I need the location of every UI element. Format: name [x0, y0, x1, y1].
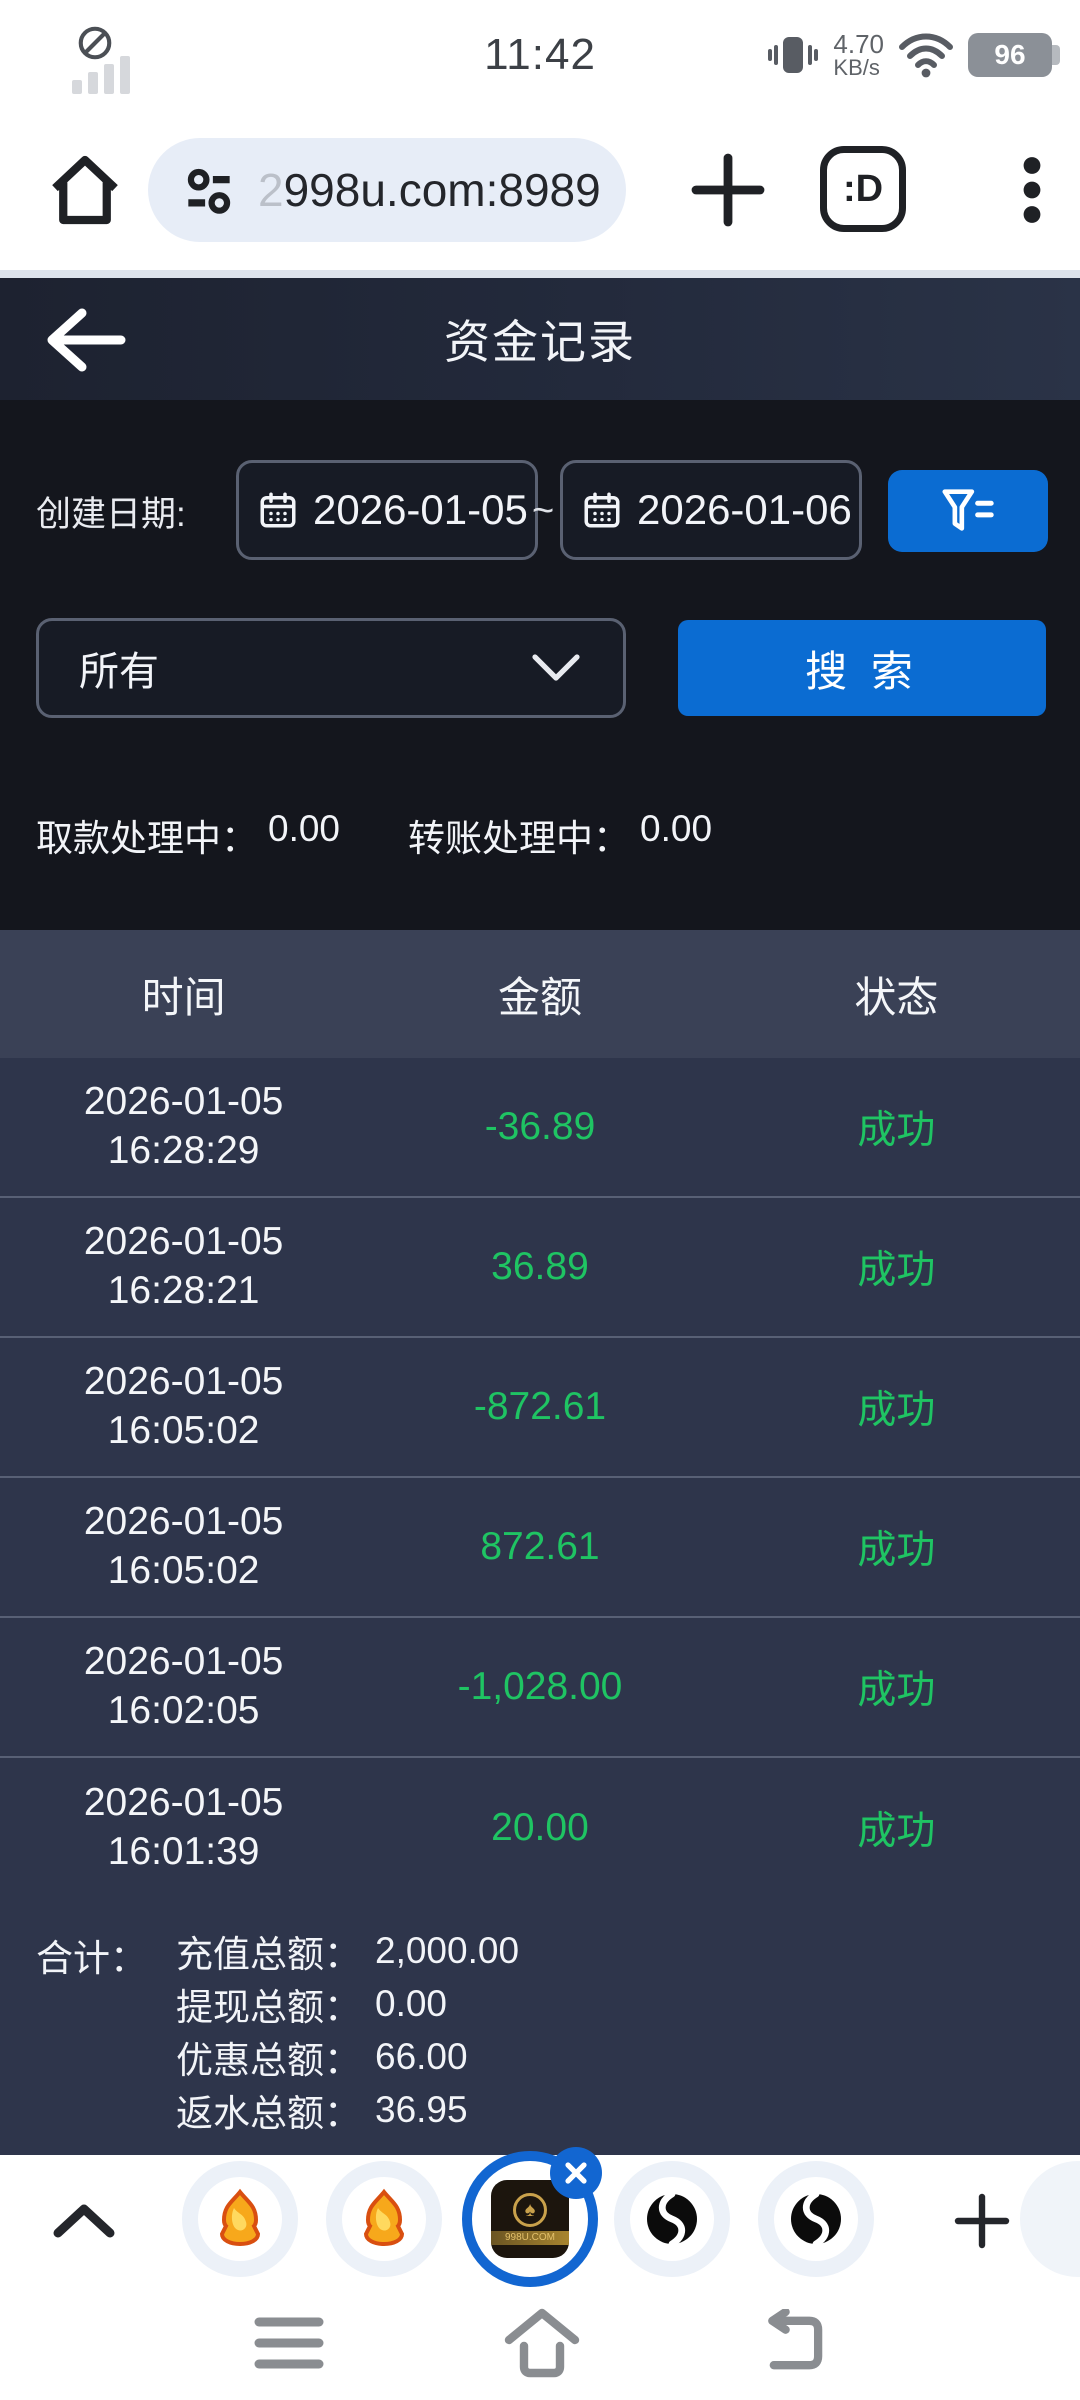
table-row[interactable]: 2026-01-05 16:01:39 20.00 成功 — [0, 1758, 1080, 1898]
col-header-time: 时间 — [141, 973, 226, 1021]
status-time: 11:42 — [484, 30, 596, 79]
type-select-value: 所有 — [79, 650, 159, 694]
tab-switcher-button[interactable]: :D — [820, 146, 906, 232]
status-cell: 成功 — [857, 1669, 936, 1712]
recents-menu-button[interactable] — [250, 2313, 328, 2373]
back-button[interactable] — [40, 300, 130, 380]
site-settings-icon[interactable] — [178, 159, 240, 221]
mute-icon — [76, 24, 114, 62]
app-favicon-label: 998U.COM — [491, 2231, 569, 2245]
wifi-icon — [898, 31, 954, 79]
status-left-cluster — [72, 24, 202, 94]
page-header: 资金记录 — [0, 278, 1080, 400]
filter-section: 创建日期: 2026-01-05 ~ 2026-01-06 — [0, 400, 1080, 930]
calendar-icon — [581, 489, 623, 531]
table-row[interactable]: 2026-01-05 16:02:05 -1,028.00 成功 — [0, 1618, 1080, 1758]
totals-label: 合计： — [36, 1938, 147, 1979]
table-header: 时间 金额 状态 — [0, 930, 1080, 1058]
home-button[interactable] — [40, 145, 130, 235]
filter-funnel-icon — [939, 485, 997, 537]
search-button-label: 搜 索 — [805, 647, 919, 695]
total-withdraw: 提现总额： 0.00 — [176, 1982, 448, 2028]
system-nav-bar — [0, 2285, 1080, 2400]
url-bar[interactable]: 2998u.com:8989 — [148, 138, 626, 242]
col-header-amount: 金额 — [497, 973, 582, 1021]
transfer-processing: 转账处理中： 0.00 — [408, 808, 713, 859]
status-bar: 11:42 4.70 KB/s 96 — [0, 0, 1080, 110]
status-cell: 成功 — [857, 1810, 936, 1853]
withdraw-processing: 取款处理中： 0.00 — [36, 808, 341, 859]
amount-cell: -872.61 — [473, 1385, 607, 1428]
battery-indicator: 96 — [968, 33, 1060, 77]
table-row[interactable]: 2026-01-05 16:28:29 -36.89 成功 — [0, 1058, 1080, 1198]
totals-summary: 合计： 充值总额： 2,000.00 提现总额： 0.00 优惠总额： 66.00 返… — [0, 1898, 1080, 2155]
date-filter-label: 创建日期: — [36, 495, 186, 534]
date-from-input[interactable]: 2026-01-05 — [236, 460, 538, 560]
flame-favicon — [198, 2177, 282, 2261]
tab-thumbnail-flame-2[interactable] — [326, 2161, 442, 2277]
status-cell: 成功 — [857, 1249, 936, 1292]
page-title: 资金记录 — [444, 316, 636, 368]
globe-favicon — [630, 2177, 714, 2261]
status-right-cluster: 4.70 KB/s 96 — [767, 0, 1060, 110]
type-filter-row: 所有 搜 索 — [0, 618, 1080, 718]
url-text: 2998u.com:8989 — [258, 164, 601, 216]
total-rebate: 返水总额： 36.95 — [176, 2088, 468, 2134]
chevron-up-icon[interactable] — [46, 2193, 122, 2249]
tab-thumbnail-selected[interactable]: ♠ 998U.COM — [462, 2147, 602, 2287]
date-from-value: 2026-01-05 — [313, 486, 528, 533]
chevron-down-icon — [529, 651, 583, 685]
browser-menu-button[interactable] — [990, 144, 1074, 236]
page-top-strip — [0, 270, 1080, 278]
flame-favicon — [342, 2177, 426, 2261]
amount-cell: 872.61 — [480, 1525, 600, 1568]
new-tab-strip-button[interactable] — [950, 2189, 1014, 2253]
browser-toolbar: 2998u.com:8989 :D — [0, 110, 1080, 270]
status-cell: 成功 — [857, 1389, 936, 1432]
amount-cell: -1,028.00 — [457, 1665, 623, 1708]
processing-row: 取款处理中： 0.00 转账处理中： 0.00 — [36, 808, 712, 862]
search-button[interactable]: 搜 索 — [678, 620, 1046, 716]
network-speed: 4.70 KB/s — [833, 29, 884, 80]
date-range-separator: ~ — [532, 490, 555, 532]
app-favicon: ♠ 998U.COM — [491, 2180, 569, 2258]
home-nav-button[interactable] — [499, 2307, 585, 2379]
tab-thumbnail-partial[interactable] — [1020, 2161, 1080, 2277]
gold-emblem-icon: ♠ — [513, 2193, 547, 2227]
tab-thumbnail-flame-1[interactable] — [182, 2161, 298, 2277]
back-nav-button[interactable] — [756, 2308, 830, 2377]
tab-count-label: :D — [842, 167, 884, 210]
date-to-input[interactable]: 2026-01-06 — [560, 460, 862, 560]
amount-cell: 36.89 — [491, 1245, 589, 1288]
calendar-icon — [257, 489, 299, 531]
new-tab-button[interactable] — [680, 142, 776, 238]
type-select[interactable]: 所有 — [36, 618, 626, 718]
status-cell: 成功 — [857, 1109, 936, 1152]
vibrate-icon — [767, 29, 819, 81]
browser-tab-strip: ♠ 998U.COM — [0, 2147, 1080, 2287]
total-bonus: 优惠总额： 66.00 — [176, 2035, 468, 2081]
close-tab-button[interactable] — [550, 2147, 602, 2199]
status-cell: 成功 — [857, 1529, 936, 1572]
tab-thumbnail-globe-2[interactable] — [758, 2161, 874, 2277]
table-row[interactable]: 2026-01-05 16:28:21 36.89 成功 — [0, 1198, 1080, 1338]
table-row[interactable]: 2026-01-05 16:05:02 -872.61 成功 — [0, 1338, 1080, 1478]
globe-favicon — [774, 2177, 858, 2261]
amount-cell: 20.00 — [491, 1806, 589, 1849]
tab-thumbnail-globe-1[interactable] — [614, 2161, 730, 2277]
table-row[interactable]: 2026-01-05 16:05:02 872.61 成功 — [0, 1478, 1080, 1618]
signal-bars-icon — [72, 56, 130, 94]
total-deposit: 充值总额： 2,000.00 — [176, 1929, 520, 1975]
url-ghost-char: 2 — [258, 164, 284, 216]
amount-cell: -36.89 — [484, 1105, 596, 1148]
col-header-status: 状态 — [854, 973, 939, 1021]
date-filter-row: 创建日期: 2026-01-05 ~ 2026-01-06 — [0, 460, 1080, 560]
filter-button[interactable] — [888, 470, 1048, 552]
date-to-value: 2026-01-06 — [637, 486, 852, 533]
